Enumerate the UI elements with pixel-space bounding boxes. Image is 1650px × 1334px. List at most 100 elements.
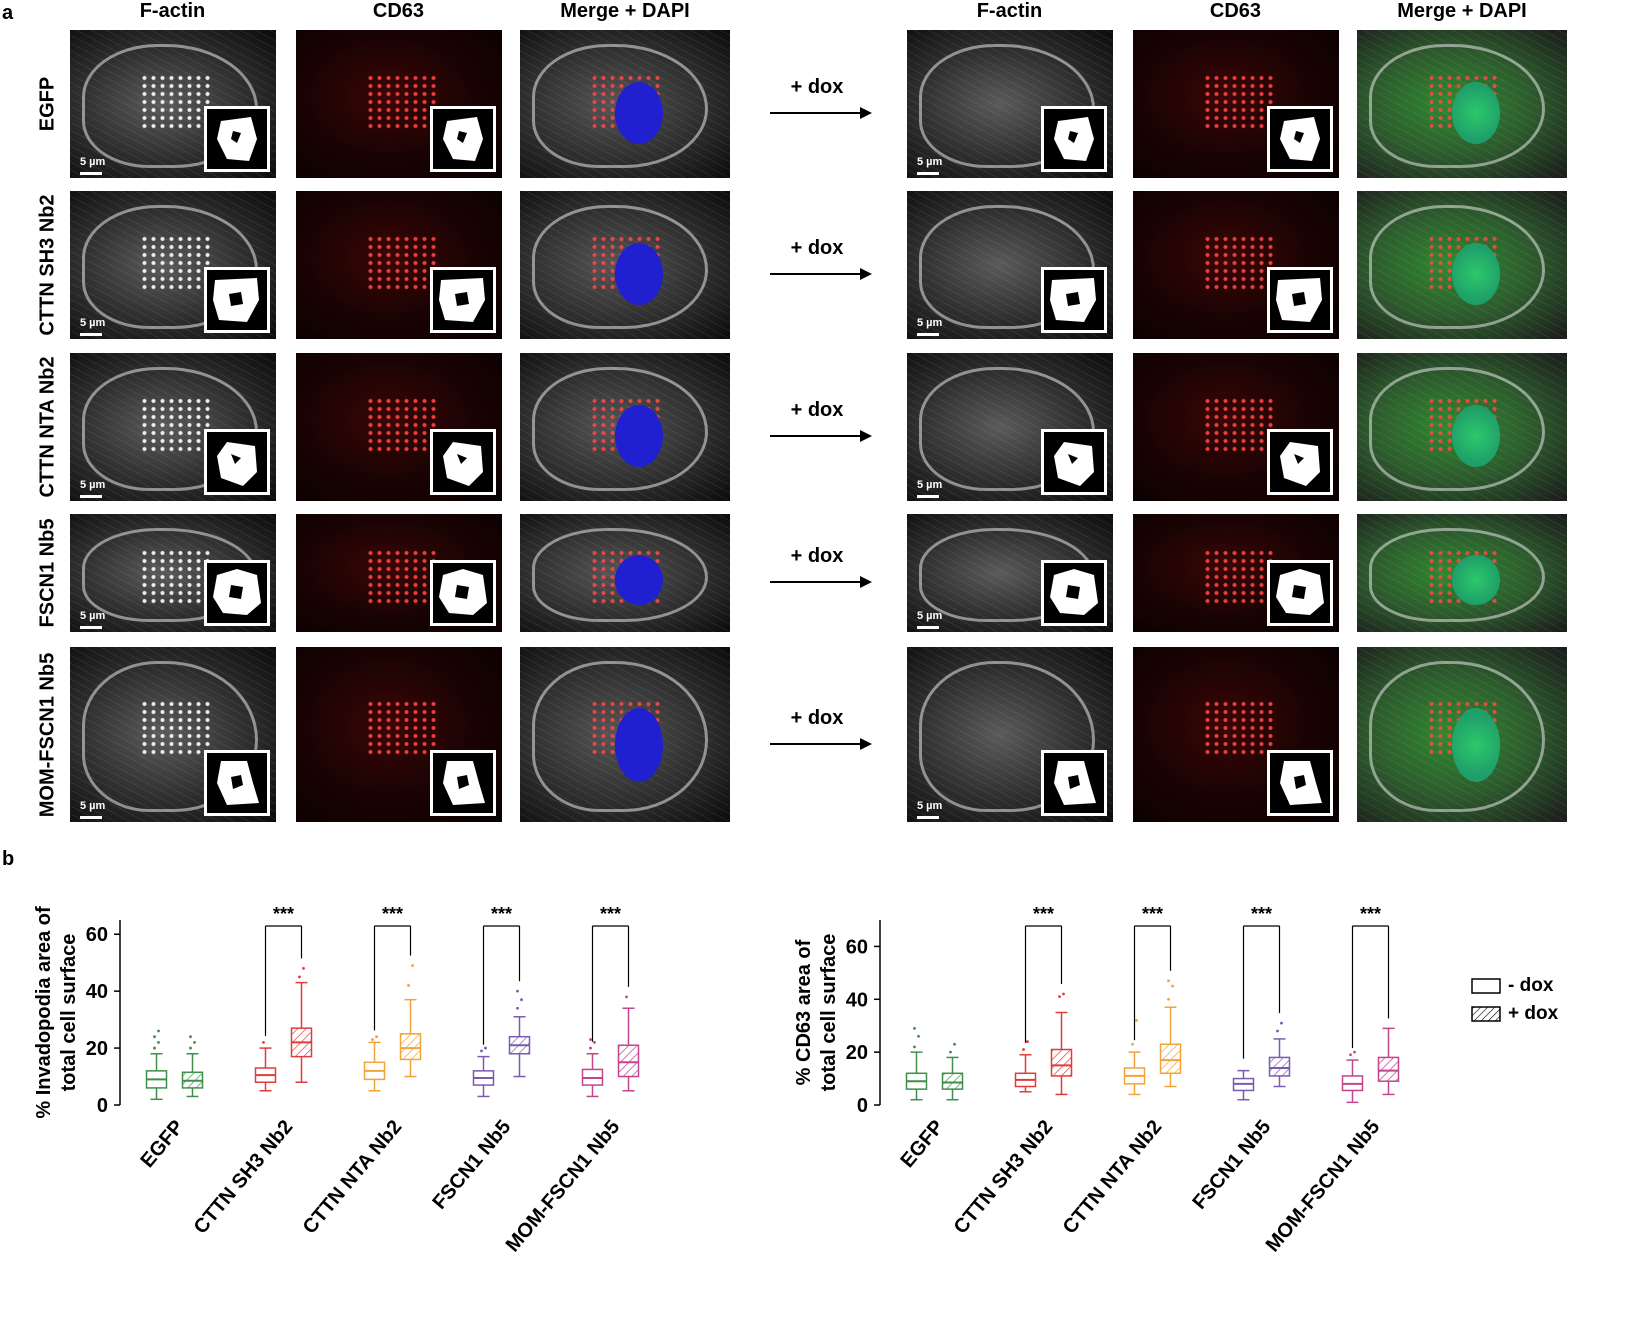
box-dox xyxy=(1159,1043,1182,1075)
cell-edge xyxy=(532,661,708,812)
outlier-point xyxy=(189,1046,192,1050)
x-tick-label: CTTN NTA Nb2 xyxy=(299,1116,407,1238)
micrograph-row1-cd63 xyxy=(296,191,502,339)
outlier-point xyxy=(913,1045,916,1049)
cd63-puncta xyxy=(366,700,436,755)
micrograph-row4-factin: 5 µm xyxy=(907,647,1113,822)
dox-label: + dox xyxy=(790,237,844,259)
dox-arrow-head xyxy=(860,268,872,280)
scale-bar-label: 5 µm xyxy=(917,156,943,168)
dox-arrow xyxy=(770,435,862,437)
row-label-0: EGFP xyxy=(36,76,59,132)
x-tick-label: FSCN1 Nb5 xyxy=(428,1116,515,1214)
x-tick-label: MOM-FSCN1 Nb5 xyxy=(1262,1116,1385,1256)
row-label-2: CTTN NTA Nb2 xyxy=(36,356,59,498)
outlier-point xyxy=(375,1035,378,1039)
cd63-puncta xyxy=(366,549,436,604)
scale-bar-label: 5 µm xyxy=(917,800,943,812)
cell-mask-inset xyxy=(1267,106,1333,172)
micrograph-row3-factin: 5 µm xyxy=(907,514,1113,632)
cd63-puncta xyxy=(1203,74,1273,129)
y-tick-label: 60 xyxy=(846,936,868,958)
outlier-point xyxy=(593,1040,596,1044)
scale-bar-label: 5 µm xyxy=(80,479,106,491)
outlier-point xyxy=(189,1035,192,1039)
dapi-nucleus xyxy=(615,555,663,605)
dapi-nucleus xyxy=(615,243,663,305)
row-label-4: MOM-FSCN1 Nb5 xyxy=(36,652,59,817)
dox-arrow-head xyxy=(860,107,872,119)
scale-bar xyxy=(80,172,102,175)
dapi-nucleus xyxy=(615,405,663,467)
dox-arrow xyxy=(770,581,862,583)
outlier-point xyxy=(1058,995,1061,999)
dox-label: + dox xyxy=(790,545,844,567)
y-tick-label: 60 xyxy=(86,924,108,946)
micrograph-row4-factin: 5 µm xyxy=(70,647,276,822)
cell-edge xyxy=(1369,44,1545,168)
dapi-nucleus xyxy=(1452,555,1500,605)
significance-stars: *** xyxy=(1360,904,1381,924)
micrograph-row0-factin: 5 µm xyxy=(70,30,276,178)
legend-label-plus-dox: + dox xyxy=(1508,1003,1559,1024)
cd63-puncta xyxy=(1203,549,1273,604)
cell-edge xyxy=(1369,205,1545,329)
cd63-puncta xyxy=(366,235,436,290)
outlier-point xyxy=(302,966,305,970)
box-dox xyxy=(941,1072,964,1090)
cd63-puncta xyxy=(1203,397,1273,452)
dox-arrow xyxy=(770,273,862,275)
dox-arrow-head xyxy=(860,576,872,588)
dox-arrow xyxy=(770,112,862,114)
actin-puncta xyxy=(140,549,210,604)
y-tick-label: 0 xyxy=(97,1095,108,1117)
scale-bar xyxy=(917,816,939,819)
outlier-point xyxy=(1131,1042,1134,1046)
x-tick-label: EGFP xyxy=(136,1116,188,1172)
outlier-point xyxy=(411,964,414,967)
x-tick-label: MOM-FSCN1 Nb5 xyxy=(502,1116,625,1256)
cd63-puncta xyxy=(1203,235,1273,290)
actin-puncta xyxy=(140,74,210,129)
micrograph-row3-merge xyxy=(1357,514,1567,632)
outlier-point xyxy=(484,1046,487,1050)
cell-edge xyxy=(1369,367,1545,491)
cell-mask-inset xyxy=(1041,750,1107,816)
column-header-5: Merge + DAPI xyxy=(1397,0,1527,22)
micrograph-row2-factin: 5 µm xyxy=(907,353,1113,501)
scale-bar-label: 5 µm xyxy=(917,317,943,329)
box-dox xyxy=(1268,1056,1291,1077)
y-tick-label: 0 xyxy=(857,1095,868,1117)
significance-stars: *** xyxy=(1251,904,1272,924)
micrograph-row3-cd63 xyxy=(1133,514,1339,632)
dapi-nucleus xyxy=(1452,243,1500,305)
box-dox xyxy=(617,1044,640,1078)
micrograph-row3-merge xyxy=(520,514,730,632)
scale-bar-label: 5 µm xyxy=(80,800,106,812)
scale-bar xyxy=(917,172,939,175)
cell-mask-inset xyxy=(430,267,496,333)
box-dox xyxy=(1050,1048,1073,1077)
micrograph-row0-cd63 xyxy=(296,30,502,178)
box-dox xyxy=(1377,1056,1400,1082)
y-axis-label-line1: % CD63 area of xyxy=(793,939,815,1085)
scale-bar xyxy=(917,333,939,336)
x-tick-label: CTTN SH3 Nb2 xyxy=(950,1116,1058,1238)
x-tick-label: CTTN NTA Nb2 xyxy=(1059,1116,1167,1238)
actin-puncta xyxy=(140,397,210,452)
micrograph-row1-factin: 5 µm xyxy=(70,191,276,339)
outlier-point xyxy=(262,1040,265,1044)
cell-mask-inset xyxy=(430,106,496,172)
scale-bar-label: 5 µm xyxy=(80,156,106,168)
cell-edge xyxy=(82,661,258,812)
cell-mask-inset xyxy=(204,267,270,333)
y-axis-label-line2: total cell surface xyxy=(818,934,840,1092)
cd63-boxplot: 0 20 40 60 % CD63 area of total cell surface E… xyxy=(793,904,1400,1256)
scale-bar xyxy=(80,626,102,629)
column-header-2: Merge + DAPI xyxy=(560,0,690,22)
outlier-point xyxy=(193,1040,196,1044)
scale-bar xyxy=(80,333,102,336)
scale-bar-label: 5 µm xyxy=(917,610,943,622)
dapi-nucleus xyxy=(615,82,663,144)
column-header-4: CD63 xyxy=(1209,0,1262,22)
